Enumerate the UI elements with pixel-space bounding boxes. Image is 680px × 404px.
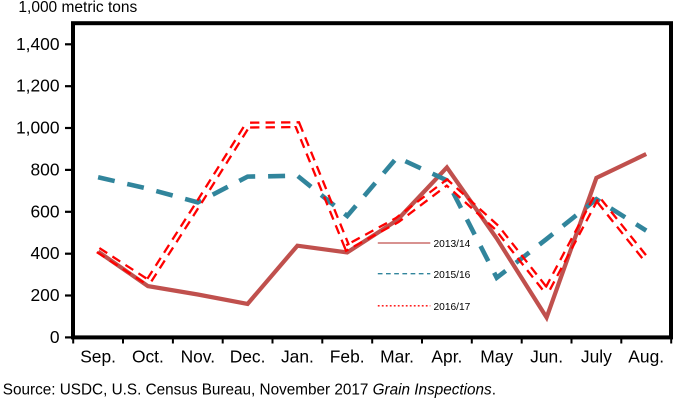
svg-text:Jun.: Jun.: [530, 347, 563, 367]
svg-text:1,400: 1,400: [16, 34, 60, 54]
svg-text:0: 0: [50, 327, 60, 347]
svg-text:Dec.: Dec.: [230, 347, 266, 367]
svg-text:Source: USDC, U.S. Census Bure: Source: USDC, U.S. Census Bureau, Novemb…: [3, 382, 496, 399]
svg-text:1,000 metric tons: 1,000 metric tons: [18, 0, 137, 16]
svg-text:Jan.: Jan.: [281, 347, 314, 367]
svg-text:2016/17: 2016/17: [434, 302, 471, 313]
svg-text:Sep.: Sep.: [80, 347, 116, 367]
svg-text:400: 400: [30, 243, 59, 263]
svg-text:May: May: [480, 347, 513, 367]
svg-text:1,000: 1,000: [16, 118, 60, 138]
svg-text:July: July: [581, 347, 612, 367]
svg-text:Feb.: Feb.: [330, 347, 365, 367]
svg-text:Aug.: Aug.: [628, 347, 664, 367]
svg-text:2013/14: 2013/14: [434, 239, 471, 250]
svg-text:200: 200: [30, 285, 59, 305]
svg-text:Apr.: Apr.: [431, 347, 462, 367]
svg-text:600: 600: [30, 201, 59, 221]
svg-text:800: 800: [30, 159, 59, 179]
svg-text:Nov.: Nov.: [181, 347, 215, 367]
svg-text:Mar.: Mar.: [380, 347, 414, 367]
svg-text:Oct.: Oct.: [132, 347, 164, 367]
svg-text:2015/16: 2015/16: [434, 270, 471, 281]
svg-text:1,200: 1,200: [16, 76, 60, 96]
